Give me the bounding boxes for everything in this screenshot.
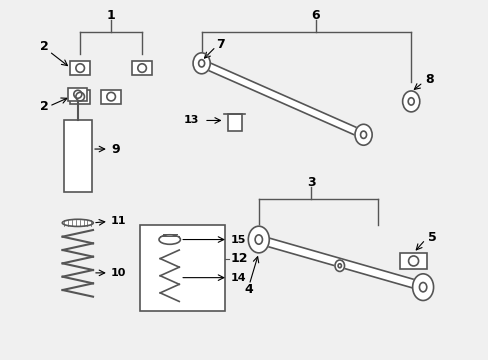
Text: 11: 11	[111, 216, 126, 226]
Polygon shape	[200, 60, 365, 138]
Text: 1: 1	[106, 9, 115, 22]
Bar	[63, 121, 92, 192]
Text: 5: 5	[427, 231, 436, 244]
Ellipse shape	[334, 260, 344, 271]
Ellipse shape	[193, 53, 210, 74]
Bar	[400, 253, 426, 269]
Ellipse shape	[248, 226, 269, 253]
Text: 2: 2	[40, 40, 49, 53]
Ellipse shape	[412, 274, 433, 301]
Bar	[70, 90, 90, 104]
Text: 6: 6	[311, 9, 320, 22]
Text: 15: 15	[230, 234, 245, 244]
Bar	[101, 90, 121, 104]
Ellipse shape	[62, 219, 93, 226]
Bar	[68, 87, 87, 101]
Ellipse shape	[402, 91, 419, 112]
Ellipse shape	[159, 235, 180, 244]
Bar	[140, 225, 225, 311]
Text: 13: 13	[183, 116, 199, 126]
Text: 4: 4	[244, 283, 253, 296]
Bar	[132, 61, 152, 75]
Ellipse shape	[354, 124, 371, 145]
Text: 14: 14	[230, 273, 245, 283]
Text: 10: 10	[111, 268, 126, 278]
Polygon shape	[257, 235, 426, 291]
Text: 2: 2	[40, 100, 49, 113]
Text: 7: 7	[216, 38, 224, 51]
Text: 9: 9	[111, 143, 120, 156]
Text: 8: 8	[425, 73, 433, 86]
Text: 3: 3	[306, 176, 315, 189]
Text: 12: 12	[230, 252, 247, 265]
Bar	[227, 114, 242, 131]
Bar	[70, 61, 90, 75]
